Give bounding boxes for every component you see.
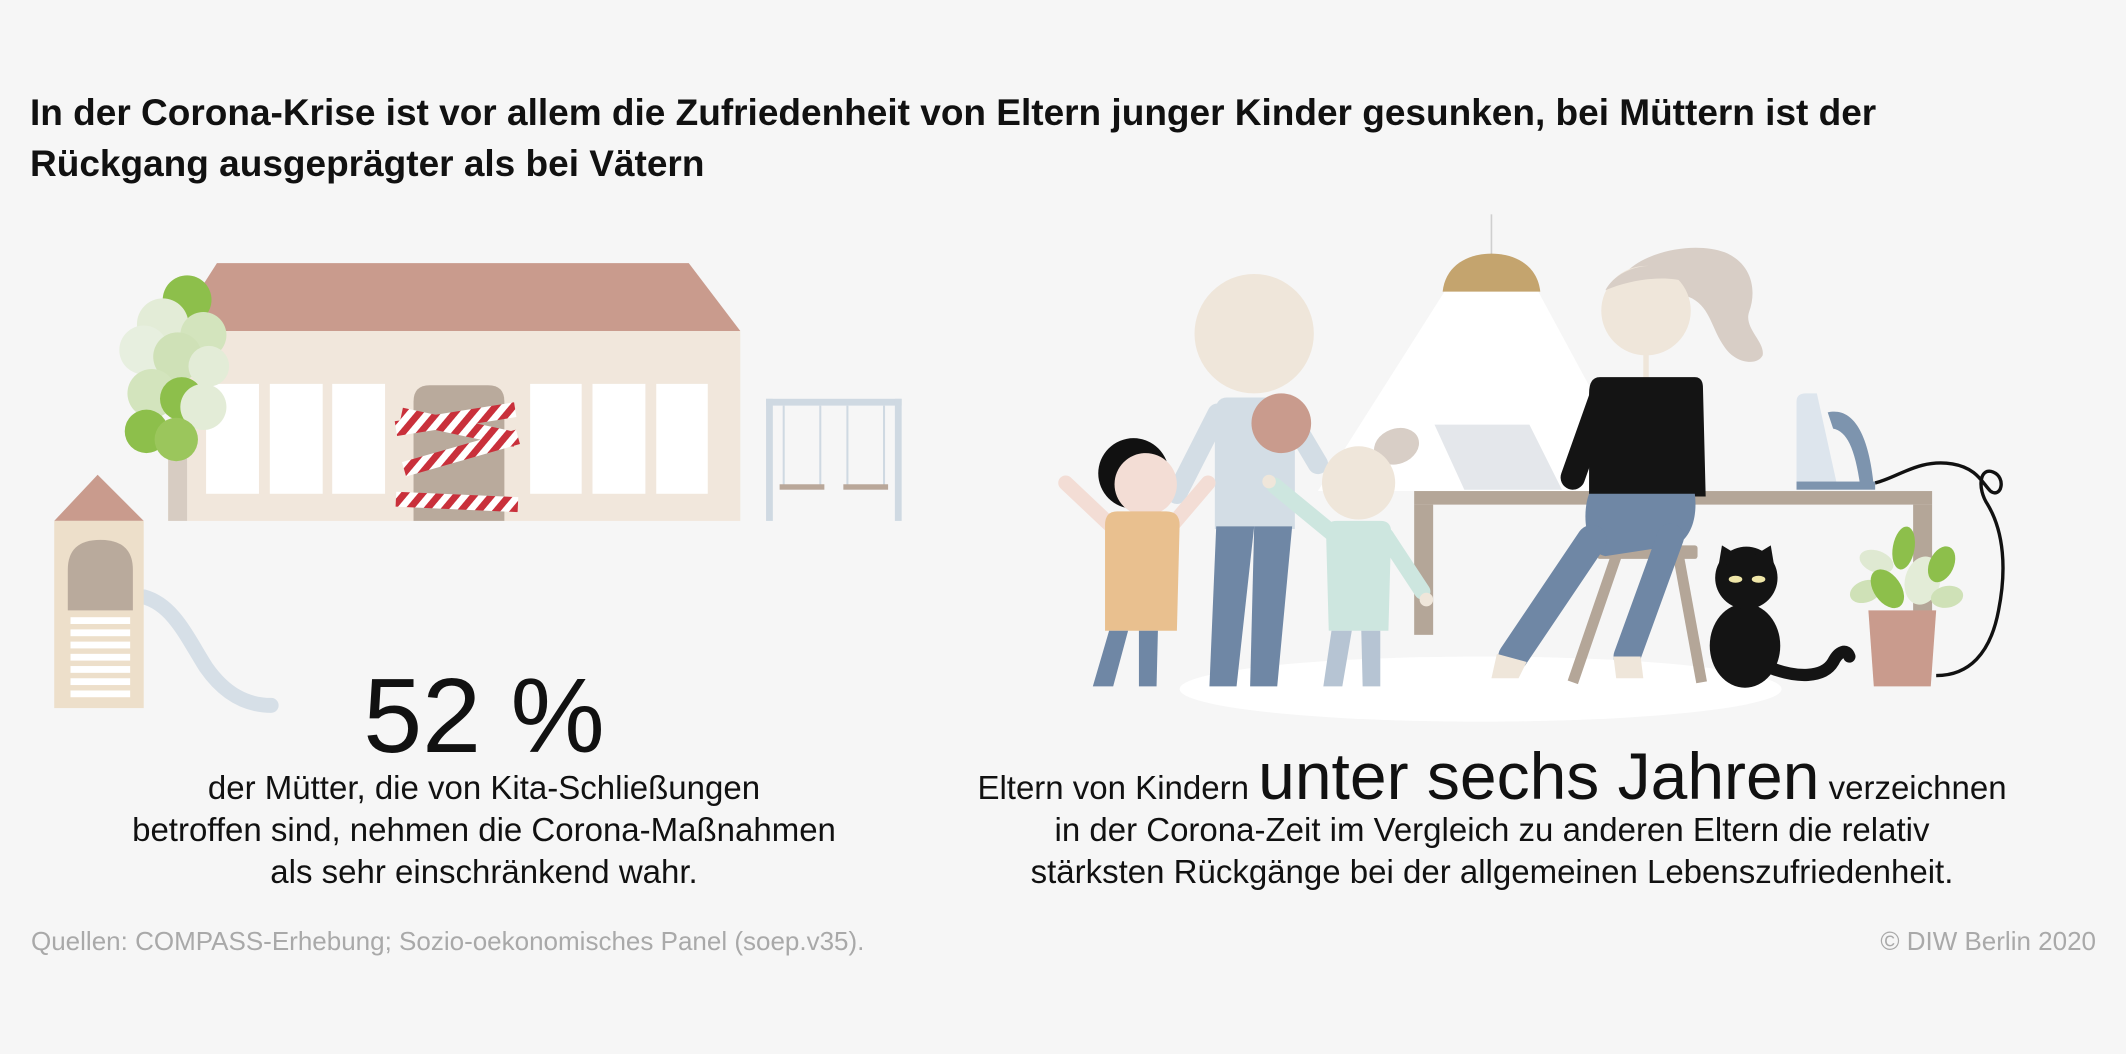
headline: In der Corona-Krise ist vor allem die Zu… — [30, 87, 1876, 189]
iron — [1796, 393, 1876, 490]
parents-finding-rest: in der Corona-Zeit im Vergleich zu ander… — [932, 809, 2052, 893]
kita-illustration — [54, 263, 902, 713]
slide — [136, 589, 279, 713]
headline-line-2: Rückgang ausgeprägter als bei Vätern — [30, 143, 705, 184]
parents-finding-prefix: Eltern von Kindern — [977, 769, 1249, 806]
kita-building — [173, 263, 741, 521]
parents-finding-line-1: Eltern von Kindern unter sechs Jahren ve… — [932, 741, 2052, 823]
tree — [119, 275, 230, 521]
boy — [1058, 438, 1216, 687]
baby — [1251, 393, 1312, 454]
mothers-stat-description: der Mütter, die von Kita-Schließungen be… — [84, 767, 884, 893]
playhouse — [54, 474, 279, 713]
source-note: Quellen: COMPASS-Erhebung; Sozio-oekonom… — [31, 926, 865, 956]
kita-windows — [206, 383, 708, 494]
father — [1166, 274, 1329, 687]
copyright-note: © DIW Berlin 2020 — [1880, 926, 2096, 956]
parents-finding-line-3: stärksten Rückgänge bei der allgemeinen … — [1030, 853, 1954, 890]
mothers-stat-line-2: betroffen sind, nehmen die Corona-Maßnah… — [132, 811, 836, 848]
caution-tape — [394, 402, 520, 513]
laptop — [1434, 424, 1562, 490]
kita-roof — [173, 263, 741, 331]
parents-finding-highlight: unter sechs Jahren — [1258, 739, 1820, 813]
potted-plant — [1849, 526, 1964, 687]
power-cord — [1874, 461, 2005, 678]
swing-set — [766, 398, 902, 521]
headline-line-1: In der Corona-Krise ist vor allem die Zu… — [30, 92, 1877, 133]
mothers-stat-value: 52 % — [363, 657, 605, 775]
parents-finding-line-2: in der Corona-Zeit im Vergleich zu ander… — [1054, 811, 1930, 848]
cat — [1709, 545, 1856, 688]
mothers-stat-line-3: als sehr einschränkend wahr. — [270, 853, 698, 890]
girl — [1262, 427, 1434, 687]
ladder — [70, 617, 131, 698]
mother — [1491, 247, 1763, 679]
parents-finding-suffix: verzeichnen — [1828, 769, 2007, 806]
ceiling-lamp — [1442, 214, 1541, 292]
mothers-stat-line-1: der Mütter, die von Kita-Schließungen — [207, 769, 761, 806]
family-illustration — [1058, 214, 2005, 722]
